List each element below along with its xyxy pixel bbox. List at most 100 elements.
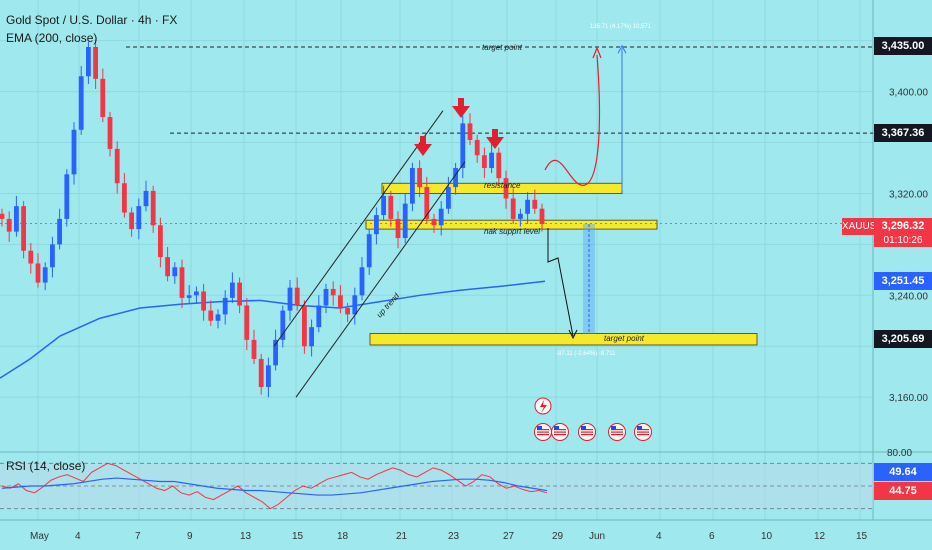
candle-body <box>280 310 286 340</box>
ema-indicator-label[interactable]: EMA (200, close) <box>6 31 98 45</box>
candle-body <box>266 365 271 387</box>
candle-body <box>345 308 350 315</box>
candle-body <box>258 358 264 387</box>
x-tick-label: 12 <box>814 531 826 542</box>
candle-body <box>222 297 228 315</box>
projection-down-path <box>547 228 574 337</box>
candle-body <box>100 78 106 118</box>
candle-body <box>539 208 545 225</box>
candle-body <box>71 129 77 175</box>
candle-body <box>215 314 221 321</box>
candle-body <box>374 215 379 235</box>
candle-body <box>179 267 185 298</box>
candle-body <box>287 287 293 311</box>
y-tick-label: 3,320.00 <box>889 189 928 200</box>
price-tag-ema: 3,251.45 <box>874 272 932 290</box>
candle-body <box>201 291 206 311</box>
candle-body <box>78 76 84 130</box>
x-tick-label: 10 <box>761 531 773 542</box>
flag-stripe <box>581 434 593 436</box>
candle-body <box>237 282 242 306</box>
candle-body <box>129 212 134 230</box>
rsi-ma-value-tag: 44.75 <box>874 482 932 500</box>
candle-body <box>294 287 300 306</box>
candle-body <box>532 199 538 209</box>
candle-body <box>438 208 444 226</box>
candle-body <box>525 199 530 214</box>
candle-body <box>122 183 127 213</box>
target-point-high-label: target point <box>482 43 523 52</box>
measure-down-label: -87.11 (-2.64%) -8,711 <box>556 351 616 357</box>
candle-body <box>64 174 70 219</box>
candle-body <box>518 213 523 219</box>
flag-stripe <box>637 429 649 431</box>
zone-support <box>365 219 658 230</box>
candle-body <box>230 282 235 298</box>
x-tick-label: 6 <box>709 531 715 542</box>
chart-title[interactable]: Gold Spot / U.S. Dollar · 4h · FX <box>6 13 178 27</box>
flag-stripe <box>611 431 623 433</box>
price-tag-last: 3,296.32 <box>874 218 932 234</box>
y-tick-label: 3,160.00 <box>889 393 928 404</box>
candle-body <box>424 187 430 219</box>
candle-body <box>474 139 480 156</box>
ema-200-line <box>0 280 546 379</box>
price-tag-3367: 3,367.36 <box>874 124 932 142</box>
candle-body <box>460 123 466 168</box>
rsi-value-tag: 49.64 <box>874 463 932 481</box>
candle-body <box>330 288 336 296</box>
candle-body <box>402 203 408 239</box>
x-tick-label: 13 <box>240 531 252 542</box>
symbol-tag: XAUUSD <box>842 218 884 235</box>
rsi-ma-line <box>1 477 548 496</box>
x-tick-label: 27 <box>503 531 515 542</box>
candle-body <box>143 190 149 207</box>
candle-body <box>244 305 250 340</box>
candle-body <box>172 267 178 277</box>
sell-arrow-icon <box>414 136 432 156</box>
candle-body <box>496 152 502 179</box>
x-tick-label: 18 <box>337 531 349 542</box>
x-tick-label: 15 <box>292 531 304 542</box>
candle-body <box>359 267 365 296</box>
candle-body <box>417 167 422 188</box>
candle-body <box>107 117 113 149</box>
candle-body <box>482 155 487 168</box>
zone-target-point <box>369 333 758 346</box>
rsi-indicator-label[interactable]: RSI (14, close) <box>6 459 86 473</box>
sell-arrow-icon <box>486 129 504 149</box>
candle-body <box>503 178 509 199</box>
candle-body <box>165 257 170 277</box>
flag-stripe <box>537 434 549 436</box>
y-tick-label: 3,400.00 <box>889 88 928 99</box>
flag-stripe <box>581 431 593 433</box>
candle-body <box>28 250 34 264</box>
candle-body <box>57 218 62 245</box>
flag-stripe <box>611 434 623 436</box>
candle-body <box>251 339 257 359</box>
flag-stripe <box>554 429 566 431</box>
flag-canton <box>554 426 559 430</box>
price-tag-target-low: 3,205.69 <box>874 330 932 348</box>
y-tick-label: 3,240.00 <box>889 291 928 302</box>
bar-countdown: 01:10:26 <box>874 234 932 247</box>
candle-body <box>50 244 55 268</box>
candle-body <box>352 295 358 315</box>
flag-canton <box>611 426 616 430</box>
candle-body <box>86 47 91 77</box>
x-tick-label: 15 <box>856 531 868 542</box>
candle-body <box>208 310 214 321</box>
flag-stripe <box>537 431 549 433</box>
x-tick-label: 4 <box>656 531 662 542</box>
candle-body <box>510 198 516 219</box>
x-tick-label: Jun <box>589 531 605 542</box>
candle-body <box>114 148 120 184</box>
candle-body <box>309 327 314 347</box>
flag-stripe <box>611 429 623 431</box>
flag-canton <box>537 426 542 430</box>
projection-down-arrowhead <box>568 329 578 340</box>
channel-upper-line <box>273 110 444 347</box>
flag-stripe <box>581 429 593 431</box>
